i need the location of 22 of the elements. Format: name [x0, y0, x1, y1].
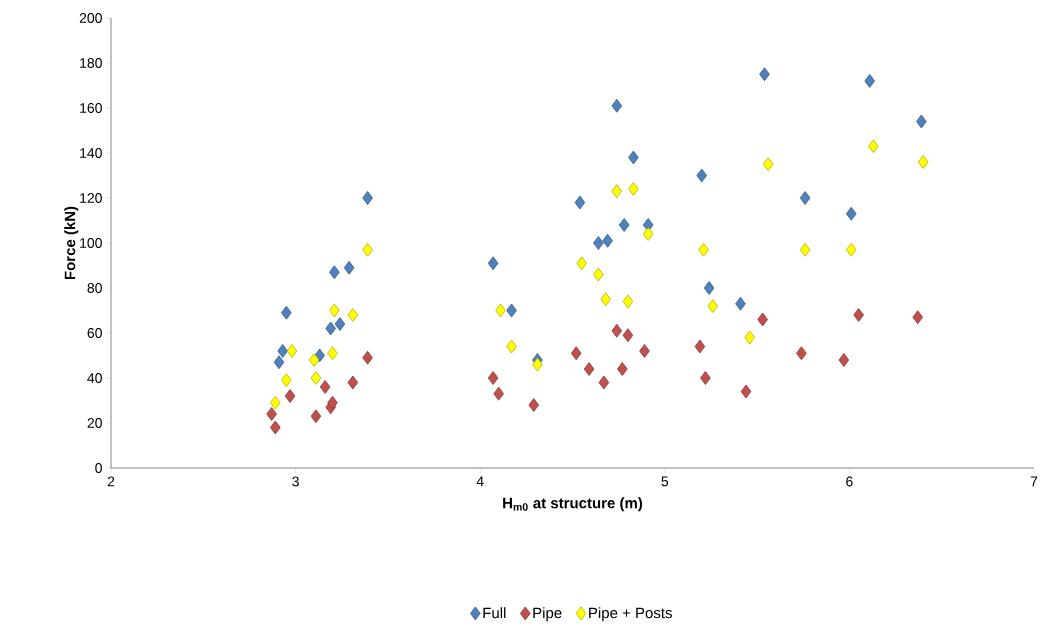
x-tick-label: 3: [292, 476, 299, 487]
y-tick-label: 80: [87, 283, 102, 293]
y-tick-label: 160: [80, 103, 102, 113]
y-tick-label: 60: [87, 328, 102, 338]
x-tick-label: 2: [107, 476, 115, 487]
legend-label: Full: [483, 607, 506, 619]
x-tick-label: 4: [476, 476, 484, 487]
legend-label: Pipe: [533, 607, 562, 622]
y-tick-label: 140: [80, 148, 102, 158]
legend-label: Pipe + Posts: [589, 607, 672, 622]
y-tick-label: 20: [87, 418, 102, 428]
y-tick-label: 100: [80, 238, 102, 248]
y-axis-title: Force (kN): [64, 206, 79, 280]
y-tick-label: 0: [95, 463, 102, 473]
y-tick-label: 40: [87, 373, 102, 383]
x-tick-label: 7: [1030, 476, 1038, 487]
x-tick-label: 6: [846, 476, 853, 487]
x-tick-label: 5: [661, 476, 669, 487]
y-tick-label: 200: [79, 13, 102, 23]
y-tick-label: 180: [80, 58, 102, 68]
x-axis-title: H$_{m0}$ at structure (m): [503, 497, 643, 512]
y-tick-label: 120: [80, 193, 102, 203]
